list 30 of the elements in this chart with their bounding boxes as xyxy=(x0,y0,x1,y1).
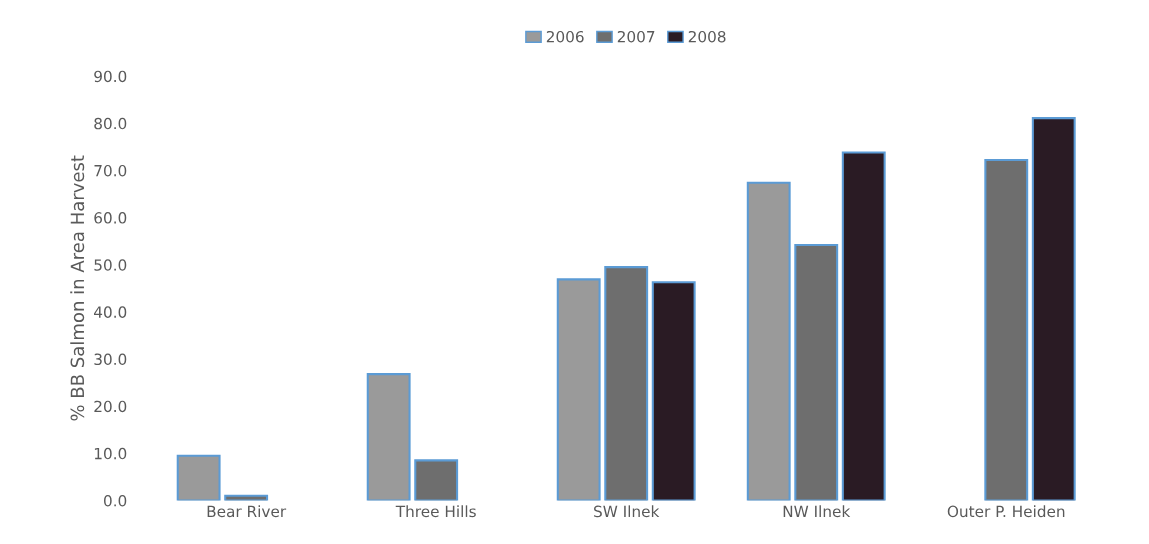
y-tick-label: 50.0 xyxy=(94,259,127,271)
bar xyxy=(746,181,791,501)
legend-label: 2006 xyxy=(546,30,584,43)
x-tick-label: Three Hills xyxy=(395,505,476,518)
y-tick-label: 80.0 xyxy=(94,117,127,130)
y-axis-title: % BB Salmon in Area Harvest xyxy=(70,155,85,421)
x-tick-label: Bear River xyxy=(207,505,287,518)
bar xyxy=(414,459,459,501)
bar xyxy=(841,151,886,501)
bar xyxy=(176,454,221,501)
y-tick-label: 10.0 xyxy=(94,447,127,460)
y-tick-label: 20.0 xyxy=(94,400,127,413)
y-tick-label: 70.0 xyxy=(94,164,127,177)
bar xyxy=(556,278,601,501)
bar xyxy=(651,281,696,501)
bar xyxy=(794,243,839,501)
y-tick-label: 90.0 xyxy=(94,70,127,83)
legend-label: 2007 xyxy=(617,30,655,43)
bar xyxy=(366,373,411,501)
x-tick-label: SW Ilnek xyxy=(594,505,660,518)
y-tick-label: 0.0 xyxy=(103,494,127,507)
y-tick-label: 60.0 xyxy=(94,212,127,224)
y-tick-label: 40.0 xyxy=(94,306,127,318)
bar xyxy=(604,266,649,501)
bar xyxy=(984,159,1029,501)
x-tick-label: Outer P. Heiden xyxy=(947,505,1065,518)
x-tick-label: NW Ilnek xyxy=(783,505,851,518)
bar xyxy=(1031,117,1076,501)
y-tick-label: 30.0 xyxy=(94,353,127,366)
legend-label: 2008 xyxy=(688,30,726,43)
